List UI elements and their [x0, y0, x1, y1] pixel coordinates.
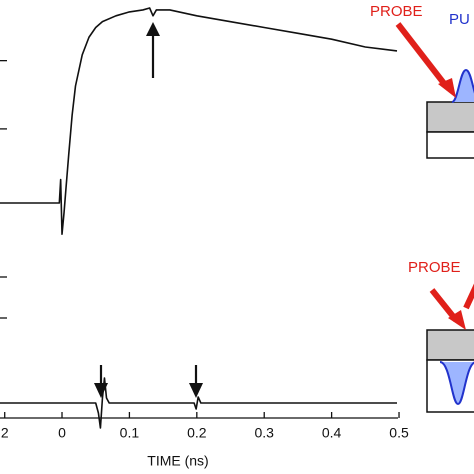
x-tick-label: 0.4: [322, 425, 342, 441]
x-tick-label: 0.3: [254, 425, 274, 441]
arrows: [94, 22, 203, 398]
pump-label: PU: [449, 11, 470, 28]
trace: [0, 377, 397, 429]
sample-diagram-top: [395, 22, 474, 159]
x-tick-label: 0.5: [389, 425, 409, 441]
x-tick-label: 2: [1, 425, 9, 441]
x-tick-label: 0.1: [120, 425, 140, 441]
probe-label: PROBE: [370, 3, 423, 20]
probe-label: PROBE: [408, 259, 461, 276]
x-tick-label: 0.2: [187, 425, 207, 441]
x-tick-label: 0: [58, 425, 66, 441]
trace: [0, 7, 398, 235]
x-axis-label: TIME (ns): [147, 453, 208, 469]
sample-diagram-bottom: [426, 283, 474, 413]
